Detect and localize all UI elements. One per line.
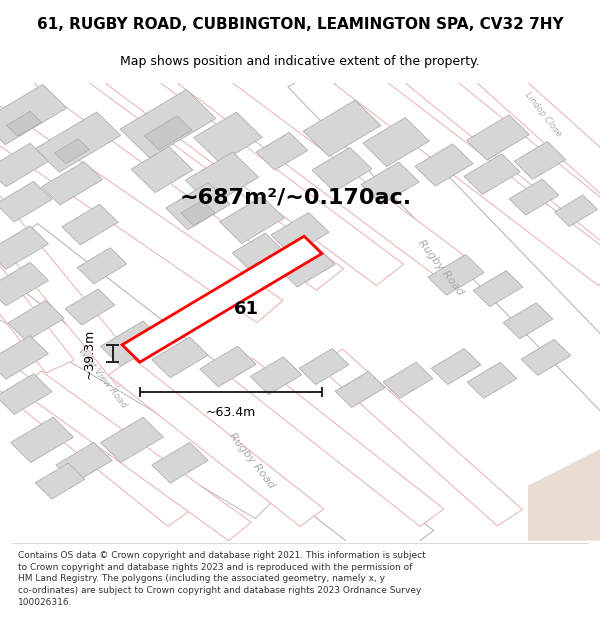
Polygon shape <box>65 289 115 325</box>
Text: West View Road: West View Road <box>76 346 128 409</box>
Polygon shape <box>467 362 517 398</box>
Polygon shape <box>144 116 192 150</box>
Polygon shape <box>271 213 329 255</box>
Polygon shape <box>521 339 571 376</box>
Polygon shape <box>528 449 600 541</box>
Polygon shape <box>334 62 600 286</box>
Polygon shape <box>406 63 600 253</box>
Polygon shape <box>0 339 192 526</box>
Polygon shape <box>19 371 251 541</box>
Polygon shape <box>361 162 419 204</box>
Polygon shape <box>554 195 598 226</box>
Polygon shape <box>467 115 529 160</box>
Polygon shape <box>181 201 215 226</box>
Polygon shape <box>152 337 208 377</box>
Polygon shape <box>106 62 404 286</box>
Polygon shape <box>0 143 49 187</box>
Text: ~63.4m: ~63.4m <box>206 406 256 419</box>
Polygon shape <box>277 244 335 287</box>
Polygon shape <box>383 362 433 398</box>
Polygon shape <box>428 254 484 295</box>
Polygon shape <box>288 60 600 417</box>
Polygon shape <box>299 349 349 384</box>
Polygon shape <box>0 224 434 569</box>
Polygon shape <box>166 182 230 230</box>
Polygon shape <box>250 357 302 394</box>
Text: ~39.3m: ~39.3m <box>82 328 95 379</box>
Polygon shape <box>477 64 600 207</box>
Polygon shape <box>41 162 103 205</box>
Polygon shape <box>0 177 146 387</box>
Polygon shape <box>55 139 89 164</box>
Polygon shape <box>131 146 193 192</box>
Polygon shape <box>415 144 473 186</box>
Text: Rugby Road: Rugby Road <box>416 238 466 298</box>
Polygon shape <box>514 141 566 179</box>
Polygon shape <box>232 233 284 271</box>
Text: 61, RUGBY ROAD, CUBBINGTON, LEAMINGTON SPA, CV32 7HY: 61, RUGBY ROAD, CUBBINGTON, LEAMINGTON S… <box>37 18 563 32</box>
Polygon shape <box>101 321 163 366</box>
Polygon shape <box>335 371 385 408</box>
Polygon shape <box>35 62 343 290</box>
Polygon shape <box>0 84 67 144</box>
Text: Rugby Road: Rugby Road <box>227 431 277 490</box>
Polygon shape <box>0 374 52 414</box>
Polygon shape <box>503 302 553 339</box>
Polygon shape <box>0 226 49 269</box>
Polygon shape <box>77 248 127 284</box>
Polygon shape <box>464 154 520 194</box>
Polygon shape <box>312 148 372 192</box>
Text: Map shows position and indicative extent of the property.: Map shows position and indicative extent… <box>120 56 480 68</box>
Polygon shape <box>178 62 464 276</box>
Polygon shape <box>101 418 163 462</box>
Polygon shape <box>220 196 284 244</box>
Text: Contains OS data © Crown copyright and database right 2021. This information is : Contains OS data © Crown copyright and d… <box>18 551 426 607</box>
Polygon shape <box>11 418 73 462</box>
Polygon shape <box>0 336 49 379</box>
Polygon shape <box>62 204 118 245</box>
Polygon shape <box>8 301 64 341</box>
Polygon shape <box>0 311 285 518</box>
Text: 61: 61 <box>233 300 259 318</box>
Polygon shape <box>35 463 85 499</box>
Polygon shape <box>473 271 523 307</box>
Polygon shape <box>509 179 559 215</box>
Polygon shape <box>0 181 52 222</box>
Polygon shape <box>0 262 49 306</box>
Polygon shape <box>122 236 322 362</box>
Polygon shape <box>317 349 523 526</box>
Polygon shape <box>152 442 208 483</box>
Polygon shape <box>200 346 256 387</box>
Polygon shape <box>35 112 121 172</box>
Polygon shape <box>56 442 112 483</box>
Polygon shape <box>7 111 41 136</box>
Polygon shape <box>303 100 381 156</box>
Polygon shape <box>0 246 74 373</box>
Polygon shape <box>363 118 429 166</box>
Polygon shape <box>228 357 444 526</box>
Polygon shape <box>108 357 324 526</box>
Text: ~687m²/~0.170ac.: ~687m²/~0.170ac. <box>180 187 412 207</box>
Polygon shape <box>256 132 308 170</box>
Polygon shape <box>185 152 259 206</box>
Polygon shape <box>120 89 216 158</box>
Polygon shape <box>0 94 283 322</box>
Polygon shape <box>194 112 262 162</box>
Text: Lindop Close: Lindop Close <box>523 91 563 139</box>
Polygon shape <box>431 349 481 384</box>
